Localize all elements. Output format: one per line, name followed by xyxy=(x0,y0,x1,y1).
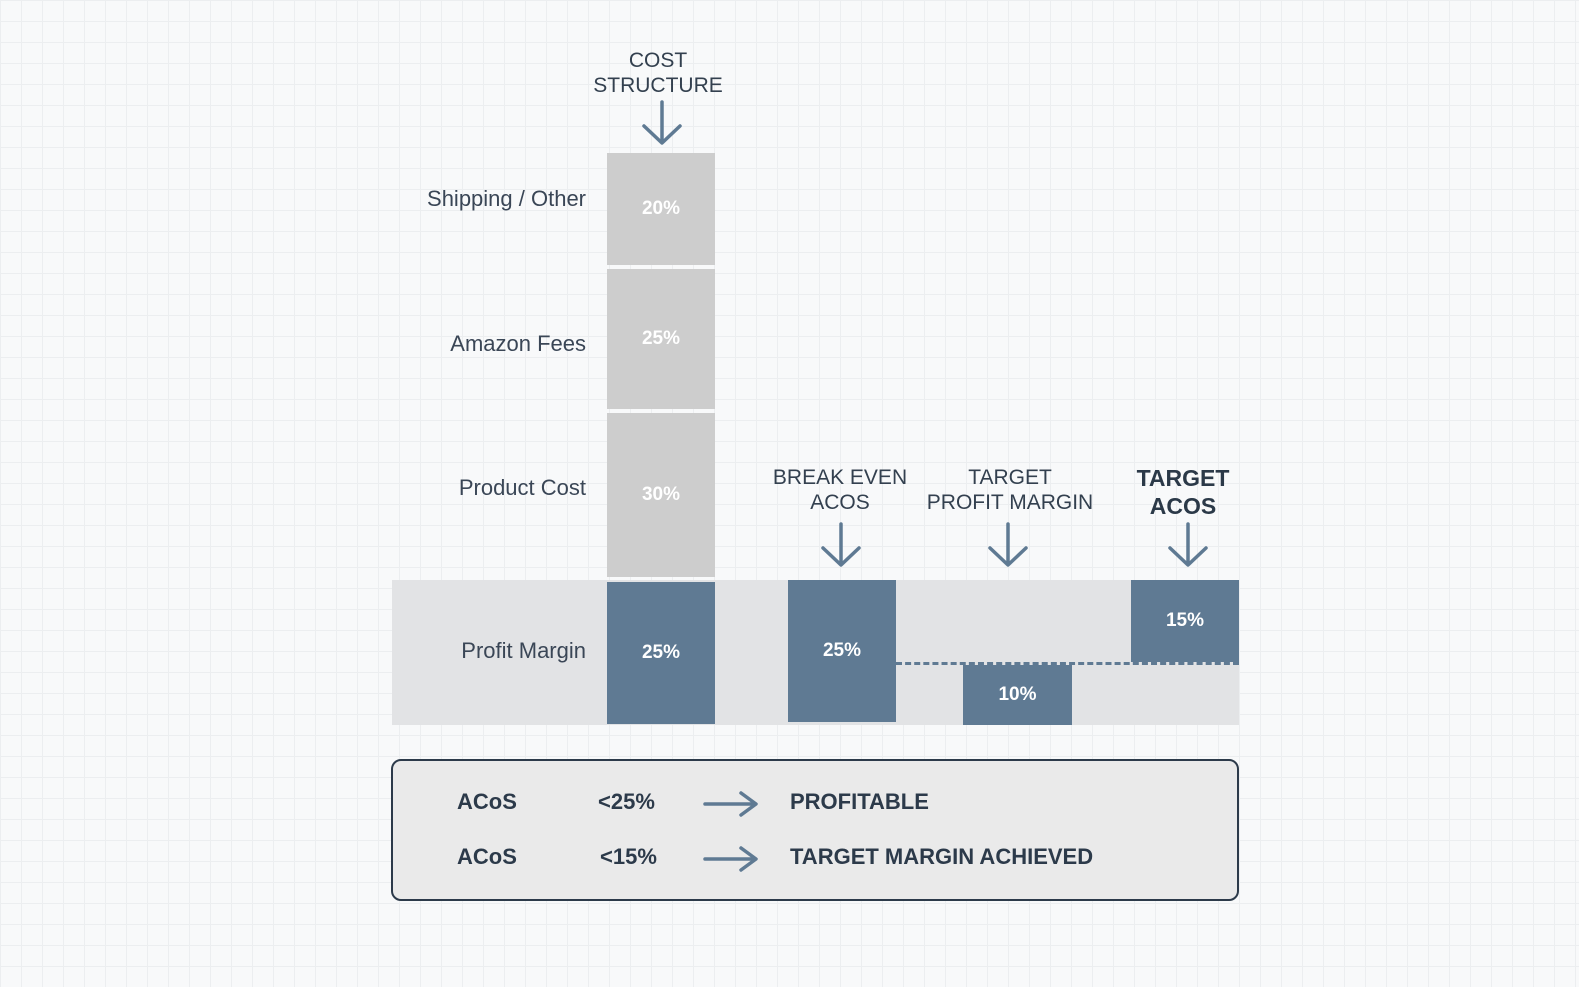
header-target-acos: TARGET ACOS xyxy=(1113,464,1253,520)
legend-box: ACoS <25% PROFITABLE ACoS <15% TARGET MA… xyxy=(391,759,1239,901)
header-cost-structure: COST STRUCTURE xyxy=(588,48,728,98)
row-label-shipping: Shipping / Other xyxy=(427,186,586,211)
header-target-margin-line1: TARGET xyxy=(968,466,1052,489)
arrow-down-icon xyxy=(819,522,863,568)
target-profit-margin-box: 10% xyxy=(963,665,1072,725)
header-target-acos-line1: TARGET xyxy=(1136,465,1230,491)
row-label-profit-margin: Profit Margin xyxy=(461,638,586,663)
legend-metric: ACoS xyxy=(457,844,517,869)
header-cost-structure-line2: STRUCTURE xyxy=(593,74,723,97)
row-label-amazon-fees: Amazon Fees xyxy=(450,331,586,356)
header-break-even-acos: BREAK EVEN ACOS xyxy=(760,465,920,515)
header-target-profit-margin: TARGET PROFIT MARGIN xyxy=(910,465,1110,515)
target-acos-box: 15% xyxy=(1131,580,1239,662)
legend-row: ACoS <15% TARGET MARGIN ACHIEVED xyxy=(393,840,1237,874)
header-break-even-line2: ACOS xyxy=(810,491,870,514)
target-margin-dashed-line xyxy=(896,662,1239,665)
legend-threshold: <25% xyxy=(598,789,655,814)
arrow-down-icon xyxy=(1166,522,1210,568)
legend-metric: ACoS xyxy=(457,789,517,814)
break-even-acos-box: 25% xyxy=(788,580,896,722)
arrow-down-icon xyxy=(640,100,684,146)
header-cost-structure-line1: COST xyxy=(628,49,688,72)
arrow-right-icon xyxy=(703,846,759,878)
cost-box-shipping: 20% xyxy=(607,153,715,265)
arrow-right-icon xyxy=(703,791,759,823)
legend-row: ACoS <25% PROFITABLE xyxy=(393,785,1237,819)
legend-threshold: <15% xyxy=(600,844,657,869)
cost-box-profit-margin: 25% xyxy=(607,582,715,724)
row-label-product-cost: Product Cost xyxy=(458,475,586,500)
header-target-margin-line2: PROFIT MARGIN xyxy=(926,491,1094,514)
legend-result: TARGET MARGIN ACHIEVED xyxy=(790,844,1094,869)
cost-box-product-cost: 30% xyxy=(607,413,715,577)
cost-box-amazon-fees: 25% xyxy=(607,269,715,409)
arrow-down-icon xyxy=(986,522,1030,568)
header-target-acos-line2: ACOS xyxy=(1149,493,1217,519)
legend-result: PROFITABLE xyxy=(790,789,929,814)
header-break-even-line1: BREAK EVEN xyxy=(772,466,908,489)
